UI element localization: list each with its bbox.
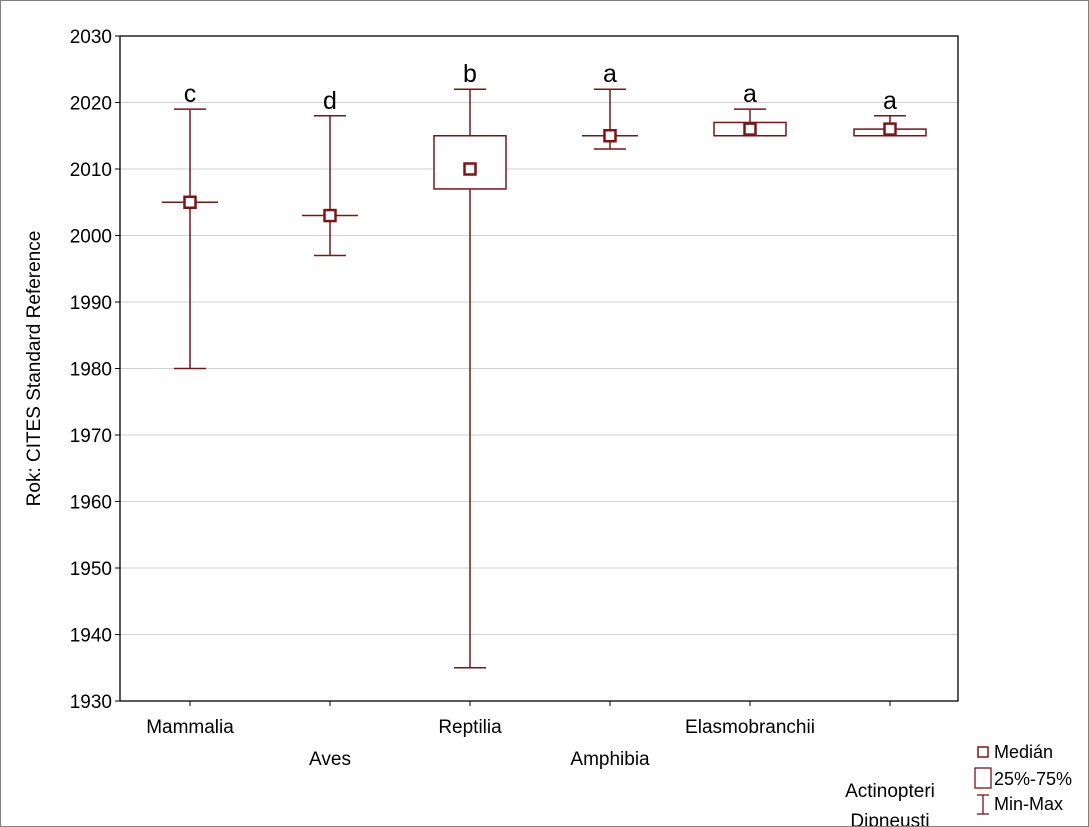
group-letter: c — [184, 80, 197, 108]
y-tick-label: 1980 — [70, 360, 112, 381]
legend-label-box: 25%-75% — [994, 769, 1072, 789]
median-marker — [463, 162, 477, 176]
legend-label-whisker: Min-Max — [994, 794, 1063, 814]
group-letter: a — [603, 60, 617, 88]
y-tick-label: 1930 — [70, 692, 112, 713]
y-tick-label: 2010 — [70, 160, 112, 181]
median-marker — [603, 129, 617, 143]
x-category-label: Reptilia — [438, 717, 502, 738]
group-letter: b — [463, 60, 477, 88]
y-tick-label: 2030 — [70, 27, 112, 48]
x-category-label: Mammalia — [146, 717, 234, 738]
median-marker — [883, 122, 897, 136]
y-tick-label: 1940 — [70, 626, 112, 647]
group-letter: a — [883, 87, 897, 115]
group-letter: d — [323, 87, 337, 115]
x-category-label: Amphibia — [570, 749, 650, 770]
legend-label-median: Medián — [994, 742, 1053, 762]
x-category-label: Dipneusti — [850, 811, 929, 827]
y-tick-label: 2000 — [70, 227, 112, 248]
legend-box-symbol — [974, 767, 992, 789]
median-marker — [183, 195, 197, 209]
y-axis-title: Rok: CITES Standard Reference — [24, 231, 45, 507]
x-category-label: Aves — [309, 749, 351, 770]
y-tick-label: 1990 — [70, 293, 112, 314]
y-tick-label: 1960 — [70, 493, 112, 514]
median-marker — [743, 122, 757, 136]
y-tick-label: 1970 — [70, 426, 112, 447]
y-tick-label: 1950 — [70, 559, 112, 580]
legend-median-symbol — [977, 746, 989, 758]
x-category-label: Actinopteri — [845, 781, 935, 802]
median-marker — [323, 208, 337, 223]
y-tick-label: 2020 — [70, 94, 112, 115]
x-category-label: Elasmobranchii — [685, 717, 815, 738]
group-letter: a — [743, 80, 757, 108]
